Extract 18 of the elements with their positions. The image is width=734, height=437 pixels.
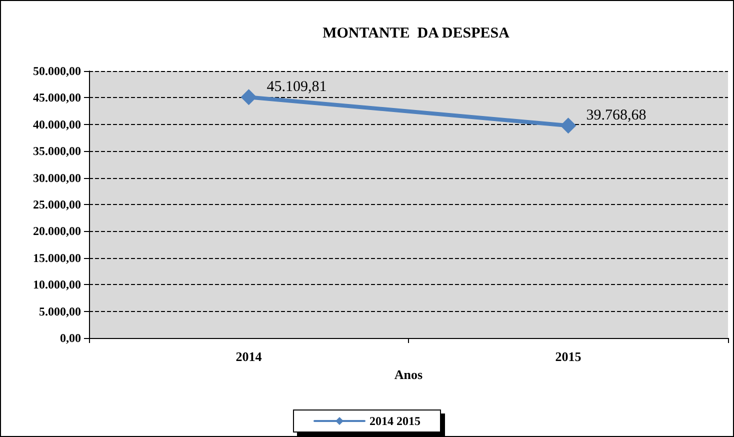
data-label: 39.768,68 bbox=[586, 108, 646, 124]
y-tick-label: 15.000,00 bbox=[33, 250, 81, 265]
chart-title: MONTANTE DA DESPESA bbox=[322, 26, 510, 42]
x-tick-label: 2014 bbox=[236, 349, 262, 364]
y-tick-label: 10.000,00 bbox=[33, 278, 81, 292]
y-tick-label: 50.000,00 bbox=[33, 64, 81, 78]
y-tick-label: 30.000,00 bbox=[33, 170, 81, 185]
data-label: 45.109,81 bbox=[266, 79, 327, 96]
y-tick-label: 20.000,00 bbox=[33, 224, 81, 238]
y-tick-label: 35.000,00 bbox=[33, 144, 81, 158]
y-tick-label: 45.000,00 bbox=[33, 90, 81, 105]
y-tick-label: 40.000,00 bbox=[33, 117, 81, 132]
legend-label: 2014 2015 bbox=[370, 414, 420, 428]
x-tick-label: 2015 bbox=[555, 349, 582, 364]
y-tick-label: 5.000,00 bbox=[39, 304, 81, 318]
y-tick-label: 25.000,00 bbox=[33, 198, 81, 212]
x-axis-title: Anos bbox=[394, 367, 423, 382]
y-tick-label: 0,00 bbox=[60, 331, 81, 345]
